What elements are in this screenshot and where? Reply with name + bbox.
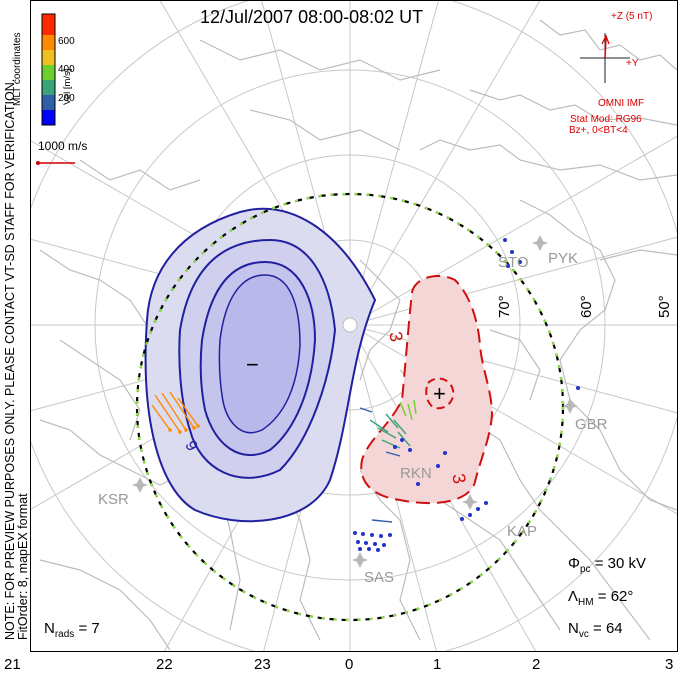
positive-cell-symbol: + [433,381,446,406]
station-sto: STO [498,254,529,271]
negative-cell-symbol: − [246,352,259,377]
hm-boundary-markers [135,192,565,622]
station-kap: KAP [507,523,538,540]
station-rkn: RKN [400,465,432,482]
mlt-tick-1: 1 [433,656,442,673]
imf-condition: Bz+, 0<BT<4 [569,125,628,136]
preview-note-line2: FitOrder: 8, mapEX format [16,493,30,640]
colorbar-tick-400: 400 [58,64,75,75]
preview-note: NOTE: FOR PREVIEW PURPOSES ONLY. PLEASE … [3,79,30,640]
mlt-tick-2: 2 [532,656,541,673]
stat-lambda-hm: ΛHM = 62° [568,588,634,608]
stat-n-rads: Nrads = 7 [44,620,100,640]
station-markers [132,235,578,568]
scale-vector-label: 1000 m/s [38,139,88,153]
velocity-vectors [151,391,417,523]
mlt-tick-23: 23 [254,656,271,673]
mlt-tick-21: 21 [4,656,21,673]
pole-marker [342,317,358,333]
imf-z-label: +Z (5 nT) [611,11,653,22]
mlt-tick-3: 3 [665,656,674,673]
imf-source: OMNI IMF [598,98,645,109]
map-title: 12/Jul/2007 08:00-08:02 UT [200,7,424,27]
stat-n-vc: Nvc = 64 [568,620,623,640]
imf-y-label: +Y [626,58,639,69]
scale-vector [36,161,75,165]
station-gbr: GBR [575,416,608,433]
colorbar-tick-600: 600 [58,36,75,47]
colorbar-tick-200: 200 [58,93,75,104]
lat-label-50: 50° [656,295,673,318]
station-pyk: PYK [548,250,579,267]
mlt-tick-0: 0 [345,656,354,673]
imf-model: Stat Mod: RG96 [570,114,642,125]
imf-dial [580,33,630,83]
velocity-colorbar [41,13,56,126]
lat-label-60: 60° [578,295,595,318]
vector-origins [353,238,580,552]
station-sas: SAS [364,569,395,586]
station-ksr: KSR [98,491,129,508]
map-frame [30,0,678,652]
mlt-tick-22: 22 [156,656,173,673]
lat-label-70: 70° [496,295,513,318]
negative-cell [144,207,377,523]
stat-phi-pc: Φpc = 30 kV [568,555,646,575]
